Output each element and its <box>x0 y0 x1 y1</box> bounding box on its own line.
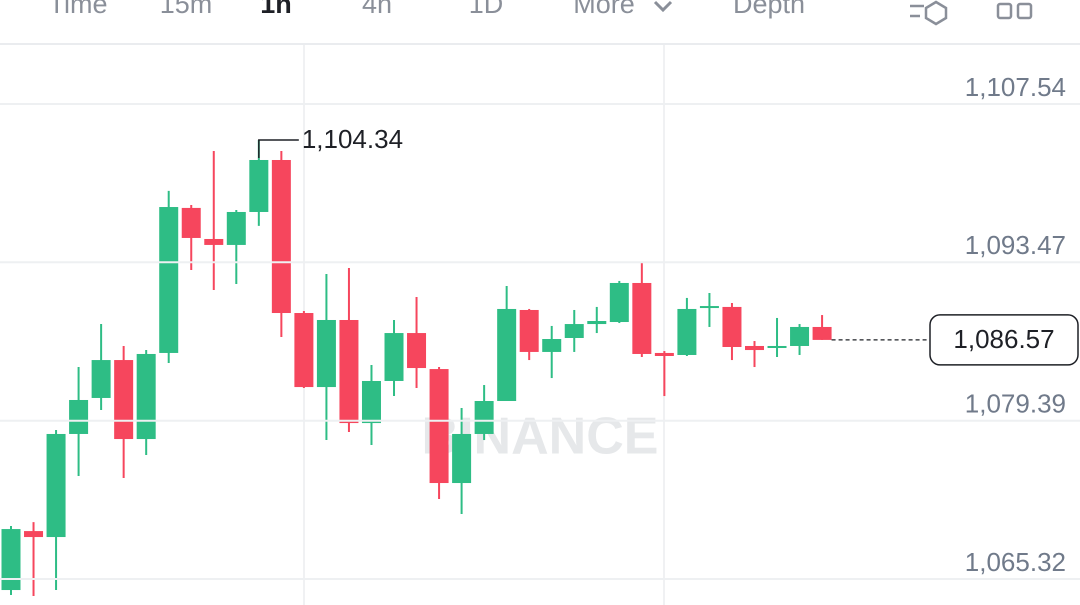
candle-body <box>407 333 427 369</box>
candle-body <box>91 360 111 398</box>
candle-body <box>69 399 89 434</box>
tab[interactable]: Time <box>49 0 108 19</box>
candle-body <box>249 159 269 212</box>
settings-icon[interactable] <box>910 0 948 26</box>
tab[interactable]: 15m <box>160 0 213 19</box>
tab[interactable]: More <box>573 0 635 19</box>
candle-body <box>812 326 832 340</box>
candle-body <box>114 360 134 440</box>
candle-body <box>699 306 719 309</box>
candle-body <box>677 308 697 355</box>
candle-body <box>384 333 404 381</box>
tab[interactable]: 1D <box>469 0 504 19</box>
candle-body <box>294 313 314 388</box>
candle-body <box>136 353 156 440</box>
more-caret[interactable] <box>653 0 673 13</box>
high-marker-label: 1,104.34 <box>302 124 403 154</box>
candle-body <box>271 159 291 314</box>
candle-body <box>654 352 674 356</box>
candle-body <box>1 529 21 591</box>
candle-body <box>181 207 201 238</box>
candle-body <box>519 309 539 352</box>
candle-body <box>767 345 787 349</box>
candle-body <box>542 339 562 352</box>
candle-body <box>744 345 764 351</box>
y-tick-label: 1,093.47 <box>965 230 1066 260</box>
last-price-box <box>929 314 1079 366</box>
candle-body <box>226 211 246 245</box>
candle-body <box>632 282 652 354</box>
y-tick-label: 1,107.54 <box>965 72 1066 102</box>
candle-body <box>46 433 66 538</box>
candle-body <box>24 531 44 538</box>
candle-body <box>204 238 224 245</box>
candle-body <box>361 380 381 424</box>
candle-body <box>339 319 359 424</box>
candle-body <box>497 308 517 402</box>
tab[interactable]: Depth <box>733 0 805 19</box>
candle-body <box>564 324 584 338</box>
candle-body <box>722 306 742 347</box>
candle-body <box>790 326 810 346</box>
last-price-label: 1,086.57 <box>953 324 1054 354</box>
tab[interactable]: 4h <box>362 0 392 19</box>
y-tick-label: 1,065.32 <box>965 547 1066 577</box>
tab[interactable]: 1h <box>260 0 292 19</box>
candle-body <box>316 319 336 388</box>
candle-body <box>587 321 607 325</box>
candle-body <box>609 282 629 323</box>
candle-body <box>159 207 179 353</box>
y-tick-label: 1,079.39 <box>965 389 1066 419</box>
candle-body <box>452 433 472 484</box>
candle-body <box>429 369 449 484</box>
candle-body <box>474 401 494 434</box>
layout-icon[interactable] <box>996 2 1033 20</box>
high-marker-line <box>258 139 299 158</box>
